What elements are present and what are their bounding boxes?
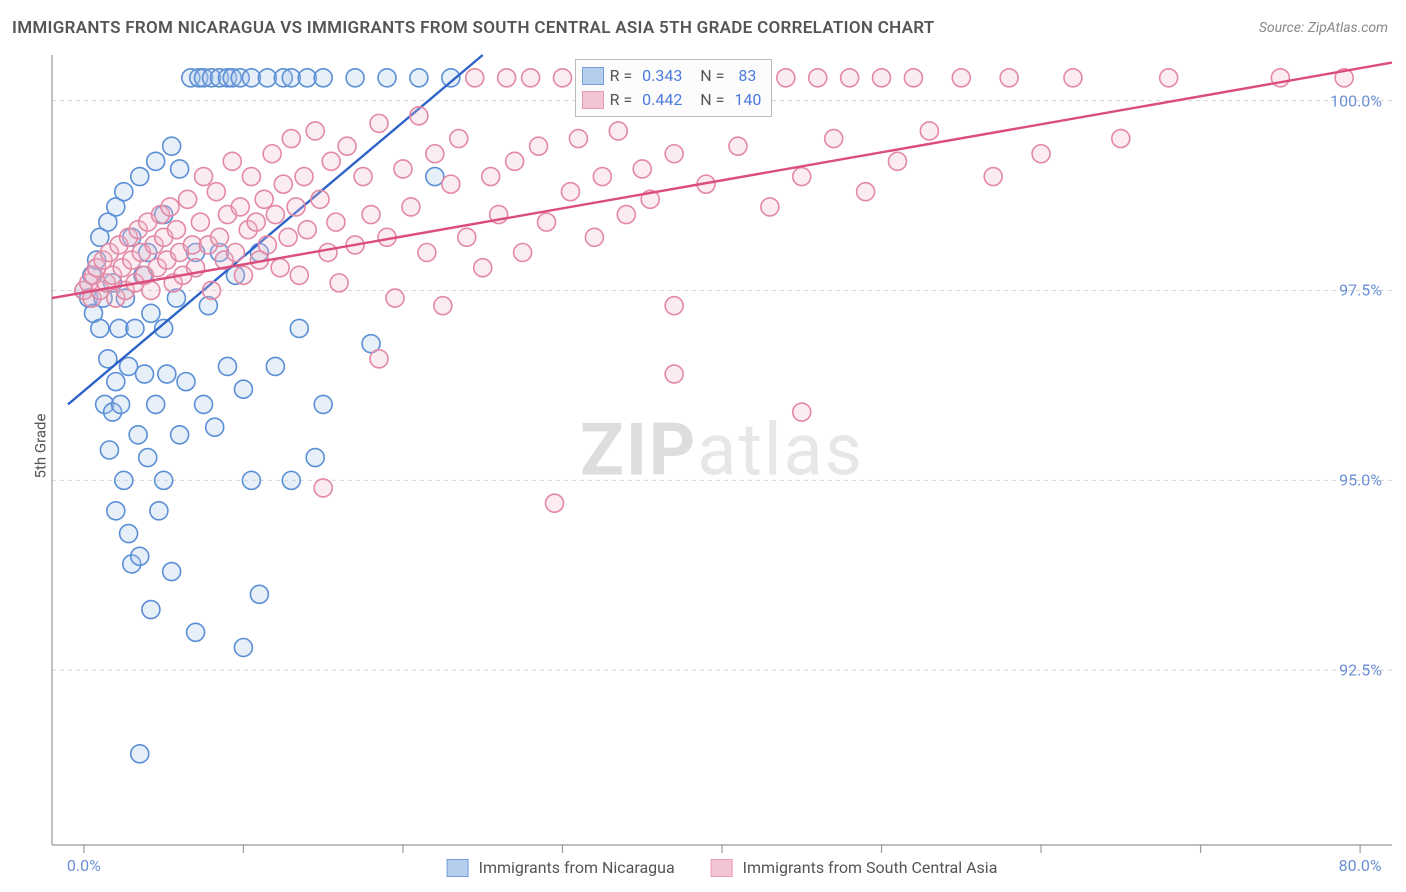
chart-title: IMMIGRANTS FROM NICARAGUA VS IMMIGRANTS … — [12, 18, 935, 38]
correlation-legend: R = 0.343 N = 83R = 0.442 N = 140 — [575, 59, 773, 117]
legend-label: Immigrants from South Central Asia — [743, 858, 998, 877]
y-tick-label: 97.5% — [1339, 281, 1382, 300]
x-tick-label: 80.0% — [1339, 856, 1382, 875]
chart-svg — [52, 55, 1392, 845]
y-tick-label: 95.0% — [1339, 471, 1382, 490]
y-axis-label: 5th Grade — [31, 414, 49, 479]
legend-swatch — [447, 859, 469, 877]
legend-item: Immigrants from Nicaragua — [447, 858, 675, 877]
y-tick-label: 92.5% — [1339, 661, 1382, 680]
series-legend: Immigrants from Nicaragua Immigrants from… — [447, 858, 998, 877]
legend-swatch — [582, 67, 604, 85]
legend-label: Immigrants from Nicaragua — [479, 858, 675, 877]
legend-row: R = 0.442 N = 140 — [582, 88, 762, 112]
legend-item: Immigrants from South Central Asia — [711, 858, 998, 877]
source-label: Source: ZipAtlas.com — [1259, 20, 1388, 36]
legend-swatch — [711, 859, 733, 877]
legend-swatch — [582, 91, 604, 109]
plot-area: ZIPatlas R = 0.343 N = 83R = 0.442 N = 1… — [52, 55, 1392, 845]
x-tick-label: 0.0% — [67, 856, 101, 875]
y-tick-label: 100.0% — [1330, 91, 1382, 110]
legend-row: R = 0.343 N = 83 — [582, 64, 762, 88]
